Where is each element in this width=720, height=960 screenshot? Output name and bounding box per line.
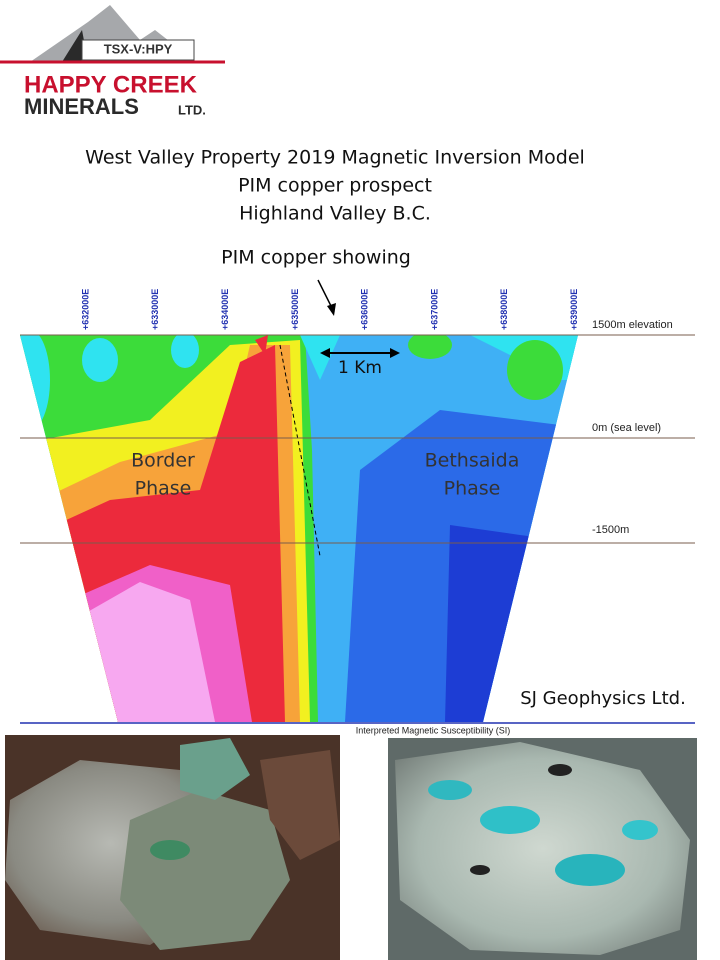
elevation-label: 1500m elevation — [592, 319, 673, 331]
easting-label: +632000E — [80, 289, 90, 330]
arrow-head — [327, 303, 336, 316]
fault-line — [279, 344, 321, 557]
scale-bar — [320, 348, 400, 358]
easting-label: +638000E — [499, 289, 509, 330]
easting-label: +633000E — [150, 289, 160, 330]
phase-label: Phase — [135, 478, 192, 500]
logo-suffix: LTD. — [178, 102, 206, 117]
logo: TSX-V:HPY HAPPY CREEK MINERALS LTD. — [0, 5, 225, 119]
easting-label: +634000E — [220, 289, 230, 330]
easting-label: +636000E — [360, 289, 370, 330]
elevation-label: 0m (sea level) — [592, 422, 661, 434]
title-line: Highland Valley B.C. — [239, 203, 431, 225]
easting-label: +637000E — [429, 289, 439, 330]
annotation: PIM copper showing — [221, 247, 411, 269]
phase-label: Border — [131, 450, 195, 472]
title-line: PIM copper prospect — [238, 175, 432, 197]
rock-photo — [5, 735, 340, 960]
easting-label: +639000E — [569, 289, 579, 330]
credit: SJ Geophysics Ltd. — [520, 688, 686, 709]
logo-name: HAPPY CREEK — [24, 71, 198, 98]
logo-name: MINERALS — [24, 94, 139, 119]
caption: Interpreted Magnetic Susceptibility (SI) — [356, 725, 511, 735]
section — [20, 335, 578, 722]
logo-exchange: TSX-V:HPY — [104, 41, 173, 56]
elevation-label: -1500m — [592, 524, 629, 536]
phase-label: Phase — [444, 478, 501, 500]
scale-label: 1 Km — [338, 358, 382, 378]
phase-label: Bethsaida — [425, 450, 520, 472]
title-line: West Valley Property 2019 Magnetic Inver… — [85, 147, 585, 169]
easting-label: +635000E — [290, 289, 300, 330]
rock-photo — [388, 738, 697, 960]
